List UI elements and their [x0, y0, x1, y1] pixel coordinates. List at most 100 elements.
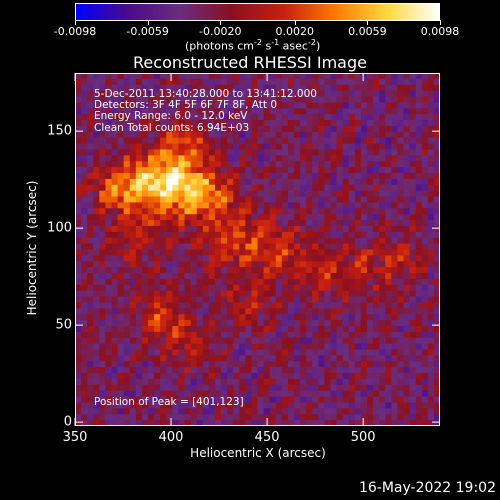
heatmap-cell [367, 384, 374, 392]
heatmap-cell [245, 220, 252, 227]
heatmap-cell [379, 255, 386, 262]
heatmap-cell [433, 208, 440, 215]
heatmap-cell [148, 337, 155, 345]
heatmap-cell [154, 90, 161, 97]
heatmap-cell [81, 261, 88, 268]
heatmap-cell [385, 196, 392, 203]
heatmap-cell [348, 396, 356, 403]
heatmap-cell [403, 384, 410, 392]
heatmap-cell [312, 114, 319, 121]
heatmap-cell [318, 414, 325, 421]
heatmap-cell [397, 137, 404, 144]
heatmap-cell [379, 220, 386, 227]
heatmap-cell [87, 261, 94, 268]
heatmap-cell [415, 402, 423, 409]
heatmap-cell [324, 331, 331, 339]
heatmap-cell [208, 202, 216, 209]
heatmap-cell [263, 378, 271, 386]
heatmap-cell [75, 225, 82, 233]
heatmap-cell [75, 396, 82, 403]
heatmap-cell [373, 343, 380, 350]
heatmap-cell [251, 225, 258, 233]
heatmap-cell [330, 267, 337, 274]
heatmap-cell [360, 367, 368, 374]
heatmap-cell [117, 308, 125, 315]
heatmap-cell [178, 249, 185, 256]
heatmap-cell [342, 384, 350, 392]
heatmap-cell [415, 143, 423, 150]
heatmap-cell [202, 384, 210, 392]
heatmap-cell [178, 296, 185, 303]
heatmap-cell [324, 96, 331, 103]
heatmap-cell [99, 273, 106, 280]
heatmap-cell [123, 196, 131, 203]
heatmap-cell [257, 102, 264, 109]
heatmap-cell [263, 167, 271, 174]
heatmap-cell [239, 408, 246, 415]
heatmap-cell [160, 137, 167, 144]
heatmap-cell [245, 261, 252, 268]
heatmap-cell [214, 249, 222, 256]
heatmap-cell [111, 237, 118, 245]
heatmap-cell [318, 284, 325, 292]
heatmap-cell [135, 78, 143, 86]
heatmap-cell [281, 349, 289, 356]
heatmap-cell [81, 125, 88, 133]
heatmap-cell [287, 225, 295, 233]
heatmap-cell [324, 78, 331, 86]
heatmap-cell [87, 343, 94, 350]
heatmap-cell [342, 102, 350, 109]
heatmap-cell [123, 284, 131, 292]
heatmap-cell [263, 161, 271, 168]
heatmap-cell [75, 84, 82, 92]
heatmap-cell [391, 284, 398, 292]
heatmap-cell [415, 225, 423, 233]
heatmap-cell [281, 361, 289, 368]
heatmap-cell [433, 108, 440, 115]
heatmap-cell [251, 343, 258, 350]
heatmap-cell [397, 296, 404, 303]
heatmap-cell [123, 120, 131, 127]
heatmap-cell [367, 155, 374, 162]
heatmap-cell [257, 173, 264, 180]
heatmap-cell [154, 220, 161, 227]
heatmap-cell [300, 320, 307, 327]
heatmap-cell [154, 402, 161, 409]
heatmap-cell [233, 420, 240, 426]
heatmap-cell [300, 373, 307, 380]
heatmap-cell [312, 84, 319, 92]
heatmap-cell [391, 420, 398, 426]
heatmap-cell [202, 114, 210, 121]
heatmap-cell [269, 314, 277, 321]
heatmap-cell [135, 337, 143, 345]
heatmap-cell [251, 420, 258, 426]
heatmap-cell [367, 184, 374, 192]
heatmap-cell [227, 78, 234, 86]
heatmap-cell [184, 261, 191, 268]
heatmap-cell [123, 190, 131, 197]
heatmap-cell [123, 367, 131, 374]
heatmap-cell [75, 102, 82, 109]
heatmap-cell [415, 214, 423, 221]
heatmap-cell [190, 384, 198, 392]
heatmap-cell [245, 278, 252, 286]
heatmap-cell [245, 402, 252, 409]
heatmap-cell [166, 131, 173, 139]
heatmap-cell [245, 231, 252, 239]
heatmap-cell [105, 231, 112, 239]
heatmap-cell [391, 125, 398, 133]
heatmap-cell [208, 343, 216, 350]
heatmap-cell [385, 184, 392, 192]
heatmap-cell [129, 349, 137, 356]
heatmap-cell [129, 178, 137, 186]
heatmap-cell [269, 420, 277, 426]
heatmap-cell [141, 220, 149, 227]
heatmap-cell [190, 225, 198, 233]
heatmap-cell [123, 137, 131, 144]
heatmap-cell [233, 120, 240, 127]
heatmap-cell [135, 414, 143, 421]
heatmap-cell [160, 167, 167, 174]
heatmap-cell [421, 155, 429, 162]
heatmap-cell [190, 208, 198, 215]
heatmap-cell [367, 249, 374, 256]
